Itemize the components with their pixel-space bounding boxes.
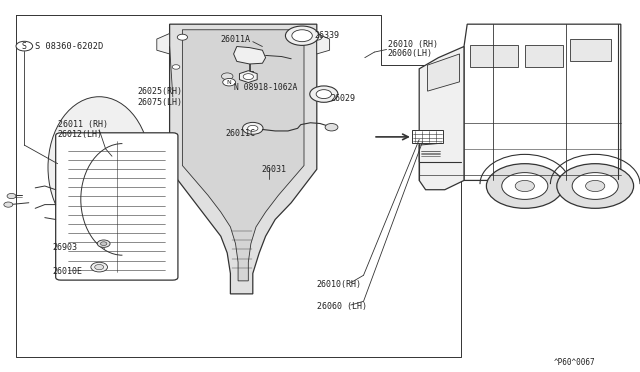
Circle shape xyxy=(243,122,263,134)
Circle shape xyxy=(310,86,338,102)
Polygon shape xyxy=(419,46,464,190)
Circle shape xyxy=(502,173,548,199)
Circle shape xyxy=(557,164,634,208)
Circle shape xyxy=(7,193,16,199)
Text: 26011 (RH): 26011 (RH) xyxy=(58,120,108,129)
Text: 26031: 26031 xyxy=(261,165,286,174)
Circle shape xyxy=(285,26,319,45)
Text: 26075(LH): 26075(LH) xyxy=(138,98,182,107)
Circle shape xyxy=(586,180,605,192)
Text: 26012(LH): 26012(LH) xyxy=(58,130,102,139)
Polygon shape xyxy=(464,24,621,180)
Text: 26060 (LH): 26060 (LH) xyxy=(317,302,367,311)
Circle shape xyxy=(316,90,332,99)
Polygon shape xyxy=(317,33,330,54)
Text: 26903: 26903 xyxy=(52,243,77,252)
Text: 26010 (RH): 26010 (RH) xyxy=(388,40,438,49)
Circle shape xyxy=(325,124,338,131)
Text: S: S xyxy=(22,42,27,51)
Polygon shape xyxy=(525,45,563,67)
Circle shape xyxy=(248,125,258,131)
Polygon shape xyxy=(182,30,304,281)
Circle shape xyxy=(177,34,188,40)
Circle shape xyxy=(16,41,33,51)
Circle shape xyxy=(292,30,312,42)
Polygon shape xyxy=(470,45,518,67)
Text: 26060(LH): 26060(LH) xyxy=(388,49,433,58)
Circle shape xyxy=(97,240,110,247)
Polygon shape xyxy=(157,33,170,54)
Text: ^P60^0067: ^P60^0067 xyxy=(554,358,595,367)
Polygon shape xyxy=(570,39,611,61)
Polygon shape xyxy=(239,71,257,83)
Text: 26011C: 26011C xyxy=(225,129,255,138)
FancyBboxPatch shape xyxy=(56,133,178,280)
Text: 26025(RH): 26025(RH) xyxy=(138,87,182,96)
FancyBboxPatch shape xyxy=(412,130,443,143)
Circle shape xyxy=(312,34,322,40)
Text: N: N xyxy=(227,80,232,85)
Text: 26010E: 26010E xyxy=(52,267,83,276)
Circle shape xyxy=(243,74,253,80)
Text: S 08360-6202D: S 08360-6202D xyxy=(35,42,104,51)
Text: 26339: 26339 xyxy=(315,31,340,40)
Circle shape xyxy=(572,173,618,199)
Text: 26011A: 26011A xyxy=(221,35,251,44)
Circle shape xyxy=(4,202,13,207)
Circle shape xyxy=(223,78,236,86)
Polygon shape xyxy=(234,46,266,64)
Circle shape xyxy=(91,262,108,272)
Polygon shape xyxy=(170,24,317,294)
Circle shape xyxy=(172,65,180,69)
Polygon shape xyxy=(428,54,460,91)
Ellipse shape xyxy=(48,97,150,238)
Text: N 08918-1062A: N 08918-1062A xyxy=(234,83,297,92)
Circle shape xyxy=(515,180,534,192)
Circle shape xyxy=(100,242,107,246)
Circle shape xyxy=(95,264,104,270)
Text: 26029: 26029 xyxy=(330,94,355,103)
Circle shape xyxy=(486,164,563,208)
Circle shape xyxy=(221,73,233,80)
Text: 26010(RH): 26010(RH) xyxy=(317,280,362,289)
